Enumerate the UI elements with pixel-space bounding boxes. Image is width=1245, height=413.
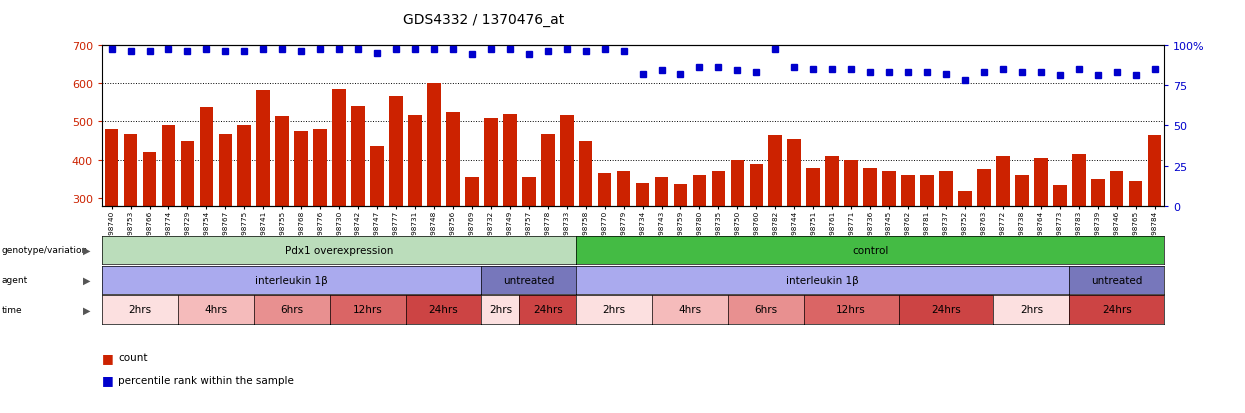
Text: ▶: ▶ <box>83 305 91 315</box>
Bar <box>768 135 782 206</box>
Text: GDS4332 / 1370476_at: GDS4332 / 1370476_at <box>403 13 564 27</box>
Bar <box>655 178 669 206</box>
Bar <box>901 176 915 206</box>
Text: 12hrs: 12hrs <box>352 305 382 315</box>
Bar <box>883 172 896 206</box>
Text: 6hrs: 6hrs <box>754 305 777 315</box>
Text: 2hrs: 2hrs <box>489 305 512 315</box>
Bar <box>256 90 270 206</box>
Text: interleukin 1β: interleukin 1β <box>787 275 859 285</box>
Bar <box>1015 176 1028 206</box>
Bar <box>446 113 459 206</box>
Text: interleukin 1β: interleukin 1β <box>255 275 329 285</box>
Bar <box>579 141 593 206</box>
Text: untreated: untreated <box>503 275 554 285</box>
Bar <box>807 168 820 206</box>
Text: 4hrs: 4hrs <box>204 305 228 315</box>
Bar <box>466 178 479 206</box>
Bar <box>351 107 365 206</box>
Bar <box>959 192 972 206</box>
Text: 2hrs: 2hrs <box>1020 305 1043 315</box>
Bar <box>616 172 630 206</box>
Bar <box>674 184 687 206</box>
Bar <box>294 132 308 206</box>
Bar <box>636 183 650 206</box>
Text: Pdx1 overexpression: Pdx1 overexpression <box>285 245 393 255</box>
Bar <box>105 130 118 206</box>
Bar <box>427 84 441 206</box>
Text: control: control <box>852 245 889 255</box>
Bar <box>731 161 745 206</box>
Bar <box>314 130 327 206</box>
Text: ▶: ▶ <box>83 245 91 255</box>
Bar <box>484 119 498 206</box>
Text: 24hrs: 24hrs <box>428 305 458 315</box>
Bar <box>123 134 137 206</box>
Bar <box>332 90 346 206</box>
Bar <box>920 176 934 206</box>
Bar <box>390 96 403 206</box>
Bar <box>408 116 422 206</box>
Bar <box>598 174 611 206</box>
Bar <box>749 164 763 206</box>
Bar <box>1053 185 1067 206</box>
Bar <box>370 146 383 206</box>
Bar <box>503 115 517 206</box>
Bar <box>787 139 801 206</box>
Bar <box>1035 159 1047 206</box>
Text: ■: ■ <box>102 373 113 387</box>
Text: 24hrs: 24hrs <box>533 305 563 315</box>
Bar <box>1109 172 1123 206</box>
Bar <box>712 172 726 206</box>
Bar <box>692 176 706 206</box>
Text: ■: ■ <box>102 351 113 364</box>
Text: agent: agent <box>1 275 27 285</box>
Text: percentile rank within the sample: percentile rank within the sample <box>118 375 294 385</box>
Text: ▶: ▶ <box>83 275 91 285</box>
Text: genotype/variation: genotype/variation <box>1 246 87 255</box>
Text: count: count <box>118 352 148 362</box>
Bar <box>977 170 991 206</box>
Bar <box>939 172 952 206</box>
Bar <box>181 142 194 206</box>
Text: 4hrs: 4hrs <box>679 305 701 315</box>
Bar <box>825 157 839 206</box>
Text: 12hrs: 12hrs <box>837 305 867 315</box>
Text: 2hrs: 2hrs <box>603 305 626 315</box>
Bar <box>275 116 289 206</box>
Bar <box>1148 135 1162 206</box>
Bar <box>219 135 232 206</box>
Bar <box>560 115 574 206</box>
Text: time: time <box>1 305 22 314</box>
Text: 2hrs: 2hrs <box>128 305 152 315</box>
Bar <box>162 126 176 206</box>
Text: untreated: untreated <box>1091 275 1143 285</box>
Bar <box>143 153 157 206</box>
Text: 24hrs: 24hrs <box>1102 305 1132 315</box>
Bar <box>1072 155 1086 206</box>
Bar <box>844 161 858 206</box>
Text: 6hrs: 6hrs <box>280 305 304 315</box>
Bar <box>522 178 535 206</box>
Bar <box>540 135 554 206</box>
Text: 24hrs: 24hrs <box>931 305 961 315</box>
Bar <box>238 125 251 206</box>
Bar <box>1091 180 1104 206</box>
Bar <box>1129 182 1143 206</box>
Bar <box>863 168 876 206</box>
Bar <box>199 108 213 206</box>
Bar <box>996 157 1010 206</box>
